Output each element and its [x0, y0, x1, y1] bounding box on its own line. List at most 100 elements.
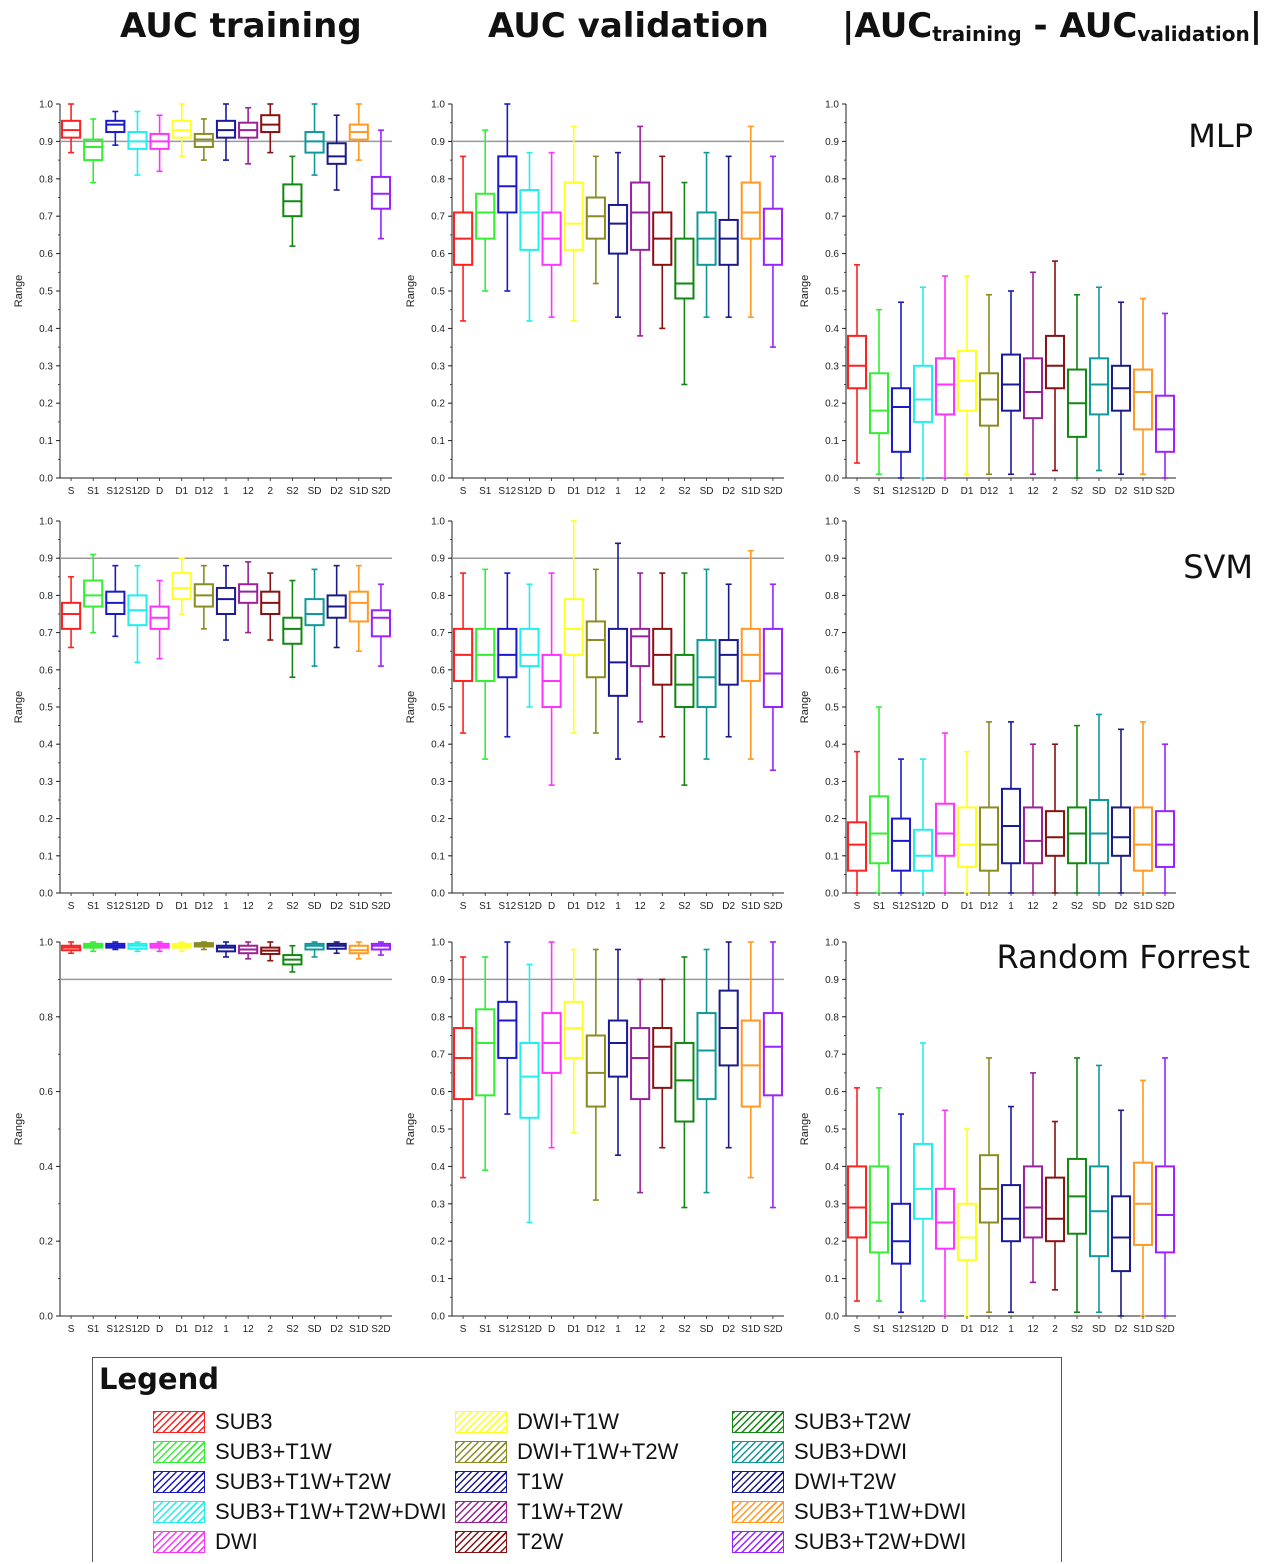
iqr-box — [652, 627, 673, 686]
y-tick-label: 0.3 — [39, 777, 53, 788]
box-d12 — [585, 568, 606, 734]
box-s2 — [674, 181, 695, 386]
x-tick-label: D2 — [330, 486, 343, 497]
y-axis-label: Range — [405, 1113, 417, 1145]
x-tick-label: S2D — [763, 1324, 782, 1335]
iqr-box — [846, 1165, 868, 1239]
legend-label: SUB3+T2W+DWI — [794, 1529, 967, 1554]
iqr-box — [934, 1187, 956, 1250]
x-tick-label: SD — [308, 1324, 322, 1335]
x-tick-label: D — [156, 1324, 163, 1335]
y-tick-label: 0.6 — [825, 249, 839, 260]
x-tick-label: S2 — [678, 901, 691, 912]
y-tick-label: 0.4 — [431, 740, 445, 751]
y-tick-label: 0.9 — [825, 137, 839, 148]
box-plot-panel: 0.0 0.1 0.2 0.3 0.4 0.5 0.6 0.7 0.8 0.9 1.0 Range S S… — [799, 100, 1176, 497]
box-plot-panel: 0.0 0.1 0.2 0.3 0.4 0.5 0.6 0.7 0.8 0.9 1.0 Range S S… — [405, 100, 784, 497]
x-tick-label: 1 — [1008, 486, 1014, 497]
x-tick-label: D1 — [961, 486, 974, 497]
row-label: Random Forrest — [997, 938, 1250, 976]
box-s2 — [674, 572, 695, 786]
x-tick-label: S — [854, 486, 861, 497]
legend-item: T1W — [455, 1468, 563, 1496]
box-d12 — [193, 564, 214, 630]
x-tick-label: S — [460, 1324, 467, 1335]
box-1 — [607, 948, 629, 1156]
y-tick-label: 0.6 — [825, 1087, 839, 1098]
x-tick-label: S1 — [87, 901, 100, 912]
box-d — [934, 275, 956, 479]
box-s2d — [762, 583, 784, 772]
y-tick-label: 0.6 — [431, 249, 445, 260]
box-s12 — [890, 1113, 912, 1314]
x-tick-label: S12D — [910, 486, 935, 497]
legend-label: SUB3+T1W+T2W — [215, 1469, 392, 1494]
x-tick-label: D2 — [722, 486, 735, 497]
y-tick-label: 0.4 — [431, 1162, 445, 1173]
x-tick-label: D — [548, 901, 555, 912]
x-tick-label: 1 — [223, 901, 229, 912]
x-tick-label: 12 — [243, 901, 255, 912]
x-tick-label: 12 — [1027, 901, 1039, 912]
x-tick-label: D1 — [567, 1324, 580, 1335]
x-tick-label: D2 — [330, 1324, 343, 1335]
box-s — [846, 264, 868, 464]
x-tick-label: 1 — [1008, 1324, 1014, 1335]
y-tick-label: 0.4 — [825, 324, 839, 335]
box-s12 — [105, 564, 126, 638]
y-tick-label: 1.0 — [39, 100, 53, 111]
y-tick-label: 0.0 — [39, 889, 53, 900]
y-tick-label: 1.0 — [431, 517, 445, 528]
box-s — [846, 1087, 868, 1302]
iqr-box — [585, 620, 606, 679]
x-tick-label: S1D — [1133, 486, 1152, 497]
box-2 — [652, 155, 673, 330]
iqr-box — [1154, 810, 1176, 868]
iqr-box — [563, 181, 584, 251]
iqr-box — [890, 817, 912, 872]
x-tick-label: S — [854, 901, 861, 912]
box-plot-panel: 0.0 0.1 0.2 0.3 0.4 0.5 0.6 0.7 0.8 0.9 1.0 Range S S… — [13, 517, 392, 912]
legend-swatch — [153, 1411, 205, 1433]
x-tick-label: S2 — [286, 1324, 299, 1335]
y-tick-label: 0.7 — [431, 212, 445, 223]
iqr-box — [238, 583, 259, 604]
box-1 — [215, 564, 237, 641]
box-sd — [696, 568, 717, 760]
x-tick-label: 1 — [1008, 901, 1014, 912]
y-tick-label: 0.8 — [39, 174, 53, 185]
x-tick-label: D12 — [195, 486, 214, 497]
iqr-box — [519, 627, 540, 668]
legend-swatch — [455, 1411, 507, 1433]
y-tick-label: 0.1 — [431, 1274, 445, 1285]
x-tick-label: S — [68, 486, 75, 497]
legend-swatch — [153, 1441, 205, 1463]
iqr-box — [956, 1202, 978, 1261]
y-tick-label: 1.0 — [39, 517, 53, 528]
x-tick-label: D — [941, 901, 948, 912]
iqr-box — [519, 1041, 540, 1119]
box-s — [60, 941, 82, 955]
box-plot-panel: 0.0 0.1 0.2 0.3 0.4 0.5 0.6 0.7 0.8 0.9 1.0 Range S S… — [799, 938, 1176, 1335]
legend-label: DWI — [215, 1529, 258, 1554]
iqr-box — [83, 138, 104, 162]
iqr-box — [674, 1041, 695, 1123]
y-tick-label: 0.0 — [825, 474, 839, 485]
box-plot-grid: 0.0 0.1 0.2 0.3 0.4 0.5 0.6 0.7 0.8 0.9 1.0 Range S S… — [13, 100, 1253, 1336]
box-1 — [607, 542, 629, 760]
box-plot-panel: 0.0 0.1 0.2 0.3 0.4 0.5 0.6 0.7 0.8 0.9 1.0 Range S S… — [13, 100, 392, 497]
box-12 — [630, 125, 651, 337]
box-s12 — [497, 572, 518, 738]
iqr-box — [497, 627, 518, 679]
box-d — [541, 151, 562, 318]
x-tick-label: 12 — [635, 901, 647, 912]
x-tick-label: 1 — [223, 1324, 229, 1335]
box-2 — [260, 572, 281, 641]
y-tick-label: 0.6 — [825, 665, 839, 676]
x-tick-label: S1 — [873, 901, 886, 912]
y-tick-label: 0.0 — [39, 474, 53, 485]
iqr-box — [348, 590, 369, 623]
y-axis-label: Range — [799, 275, 811, 307]
x-tick-label: 2 — [659, 1324, 665, 1335]
x-tick-label: D1 — [961, 1324, 974, 1335]
